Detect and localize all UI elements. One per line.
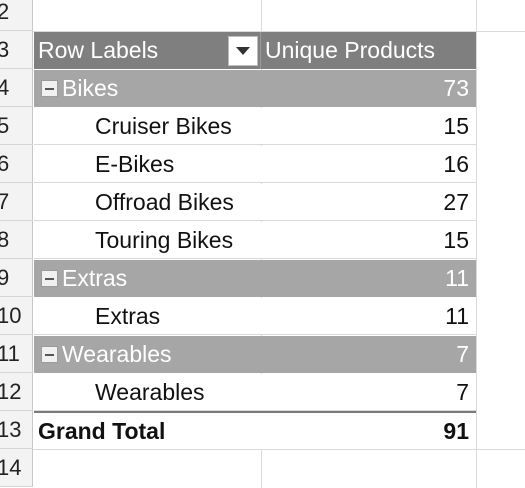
group-value: 11 [445, 265, 469, 291]
group-label: Extras [62, 265, 128, 291]
row-header[interactable]: 7 [0, 183, 33, 221]
row-header[interactable]: 12 [0, 373, 33, 411]
group-label: Bikes [62, 75, 119, 101]
row-header[interactable]: 3 [0, 31, 33, 69]
row-header[interactable]: 11 [0, 335, 33, 373]
item-value: 16 [443, 150, 469, 177]
collapse-minus-icon[interactable] [41, 270, 58, 287]
item-value: 15 [443, 112, 469, 139]
item-value: 11 [445, 302, 469, 329]
item-value: 7 [456, 378, 469, 405]
row-header[interactable]: 8 [0, 221, 33, 259]
row-header[interactable]: 14 [0, 449, 33, 487]
row-header[interactable]: 4 [0, 69, 33, 107]
chevron-down-icon [236, 46, 250, 55]
column-gridline [476, 0, 477, 488]
row-labels-filter-button[interactable] [228, 35, 258, 66]
row-header[interactable]: 13 [0, 411, 33, 449]
pivot-header-row: Row Labels Unique Products [34, 32, 476, 69]
pivot-item-row[interactable]: Offroad Bikes 27 [34, 184, 476, 221]
row-labels-header-cell[interactable]: Row Labels [34, 35, 260, 66]
item-label: Touring Bikes [95, 226, 234, 253]
item-label: Wearables [95, 378, 205, 405]
values-header: Unique Products [265, 37, 436, 63]
collapse-minus-icon[interactable] [41, 80, 58, 97]
pivot-group-row[interactable]: Bikes 73 [34, 70, 476, 107]
row-header[interactable]: 10 [0, 297, 33, 335]
group-value: 73 [443, 75, 469, 101]
pivot-item-row[interactable]: Extras 11 [34, 298, 476, 335]
row-header[interactable]: 9 [0, 259, 33, 297]
pivot-item-row[interactable]: Cruiser Bikes 15 [34, 108, 476, 145]
item-value: 15 [443, 226, 469, 253]
pivot-item-row[interactable]: E-Bikes 16 [34, 146, 476, 183]
group-label: Wearables [62, 341, 172, 367]
group-value: 7 [456, 341, 469, 367]
pivot-group-row[interactable]: Wearables 7 [34, 336, 476, 373]
row-header[interactable]: 5 [0, 107, 33, 145]
item-label: Offroad Bikes [95, 188, 234, 215]
row-gridline [33, 449, 525, 450]
grand-total-label: Grand Total [38, 417, 166, 444]
grand-total-value: 91 [443, 417, 469, 444]
values-header-cell[interactable]: Unique Products [260, 32, 476, 69]
item-label: E-Bikes [95, 150, 175, 177]
row-labels-header: Row Labels [38, 37, 159, 63]
pivot-group-row[interactable]: Extras 11 [34, 260, 476, 297]
pivot-item-row[interactable]: Wearables 7 [34, 374, 476, 411]
collapse-minus-icon[interactable] [41, 346, 58, 363]
item-label: Cruiser Bikes [95, 112, 232, 139]
row-header[interactable]: 2 [0, 0, 33, 31]
row-gridline [33, 31, 525, 32]
pivot-item-row[interactable]: Touring Bikes 15 [34, 222, 476, 259]
item-value: 27 [443, 188, 469, 215]
row-header[interactable]: 6 [0, 145, 33, 183]
item-label: Extras [95, 302, 161, 329]
grand-total-row[interactable]: Grand Total 91 [34, 411, 476, 449]
